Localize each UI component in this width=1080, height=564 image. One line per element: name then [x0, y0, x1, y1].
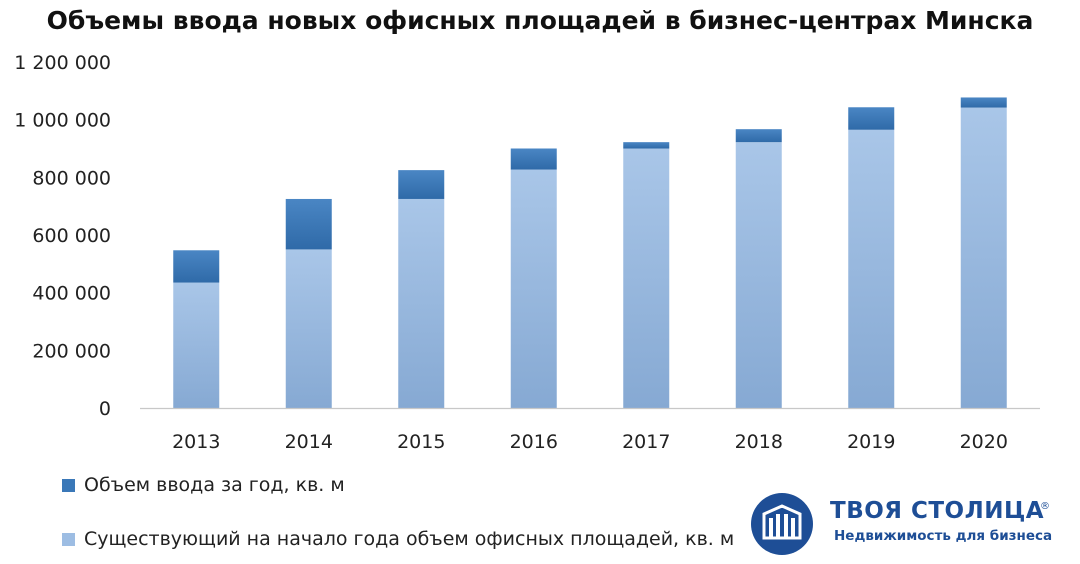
legend-item-annual-input: Объем ввода за год, кв. м [62, 474, 345, 496]
x-tick-label: 2017 [622, 431, 670, 453]
bar-existing-stock-2016 [510, 169, 557, 408]
bar-existing-stock-2019 [848, 129, 895, 408]
legend-swatch-existing-stock [62, 532, 75, 546]
y-tick-label: 400 000 [32, 283, 111, 305]
bar-existing-stock-2018 [735, 142, 782, 408]
logo-tagline: Недвижимость для бизнеса [834, 528, 1053, 544]
logo-name: ТВОЯ СТОЛИЦА [830, 498, 1045, 524]
bar-annual-input-2015 [398, 170, 445, 199]
brand-logo: ТВОЯ СТОЛИЦА ® Недвижимость для бизнеса [750, 490, 1053, 555]
legend-label-annual-input: Объем ввода за год, кв. м [84, 474, 345, 496]
x-tick-label: 2016 [510, 431, 558, 453]
bar-existing-stock-2014 [285, 249, 332, 408]
legend-swatch-annual-input [62, 478, 75, 492]
bar-annual-input-2013 [173, 250, 220, 283]
x-tick-label: 2018 [735, 431, 783, 453]
x-tick-label: 2019 [847, 431, 895, 453]
bar-existing-stock-2015 [398, 198, 445, 408]
y-tick-label: 800 000 [32, 167, 111, 189]
chart-title: Объемы ввода новых офисных площадей в би… [46, 6, 1034, 35]
bar-annual-input-2019 [848, 107, 895, 130]
x-tick-label: 2020 [960, 431, 1008, 453]
y-axis: 0 200 000 400 000 600 000 800 000 1 000 000 1 … [14, 52, 111, 420]
bar-annual-input-2016 [510, 148, 557, 170]
y-tick-label: 600 000 [32, 225, 111, 247]
y-tick-label: 0 [99, 398, 111, 420]
x-tick-label: 2015 [397, 431, 445, 453]
bar-existing-stock-2020 [960, 107, 1007, 408]
bar-chart: 0 200 000 400 000 600 000 800 000 1 000 000 1 … [14, 52, 1040, 453]
building-logo-icon [751, 493, 813, 555]
bar-existing-stock-2013 [173, 282, 220, 408]
bars [173, 97, 1007, 408]
y-tick-label: 1 200 000 [14, 52, 111, 74]
x-tick-label: 2013 [172, 431, 220, 453]
bar-annual-input-2018 [735, 129, 782, 143]
bar-annual-input-2014 [285, 198, 332, 250]
x-tick-label: 2014 [285, 431, 333, 453]
bar-annual-input-2020 [960, 97, 1007, 108]
legend-label-existing-stock: Существующий на начало года объем офисны… [84, 528, 735, 550]
bar-annual-input-2017 [623, 142, 670, 149]
bar-existing-stock-2017 [623, 148, 670, 408]
legend-item-existing-stock: Существующий на начало года объем офисны… [62, 528, 734, 550]
logo-registered-mark: ® [1040, 501, 1050, 512]
y-tick-label: 1 000 000 [14, 110, 111, 132]
x-axis: 2013 2014 2015 2016 2017 2018 2019 2020 [140, 407, 1040, 453]
y-tick-label: 200 000 [32, 340, 111, 362]
